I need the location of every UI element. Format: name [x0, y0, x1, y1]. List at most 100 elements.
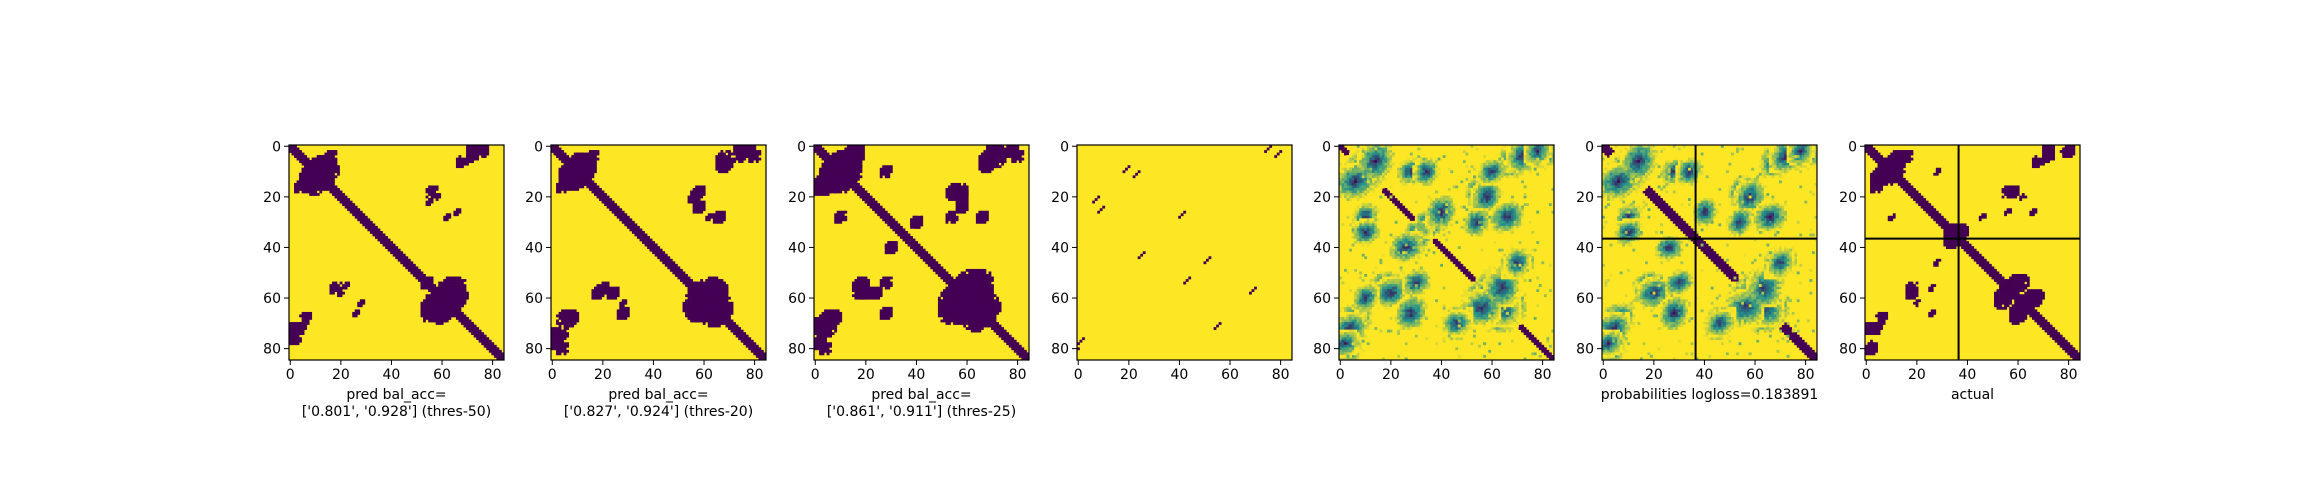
contact-cell [824, 190, 827, 194]
diagonal-cell [372, 223, 376, 227]
contact-cell [723, 157, 726, 161]
contact-cell [690, 311, 693, 315]
contact-cell [715, 314, 719, 318]
contact-cell [296, 185, 300, 189]
contact-cell [581, 152, 585, 156]
contact-cell [857, 284, 860, 287]
contact-cell [463, 289, 467, 293]
contact-cell [697, 198, 701, 201]
contact-cell [728, 314, 731, 318]
diagonal-cell [588, 182, 592, 186]
diagonal-cell [935, 268, 939, 272]
contact-cell [687, 296, 691, 300]
contact-cell [857, 167, 860, 171]
contact-cell [649, 246, 653, 250]
contact-cell [717, 152, 721, 156]
diagonal-cell [488, 349, 492, 353]
contact-cell [717, 162, 721, 166]
contact-cell [291, 342, 295, 346]
contact-cell [428, 279, 431, 282]
contact-cell [950, 182, 954, 186]
contact-cell [697, 301, 701, 305]
diagonal-cell [501, 357, 505, 361]
contact-cell [332, 289, 335, 293]
diagonal-cell [753, 352, 757, 356]
diagonal-cell [892, 225, 896, 229]
contact-cell [710, 319, 714, 323]
diagonal-cell [884, 210, 888, 214]
contact-cell [440, 284, 444, 287]
contact-cell [846, 188, 850, 191]
contact-cell [826, 185, 830, 189]
contact-cell [702, 193, 706, 196]
contact-cell [430, 301, 434, 305]
contact-cell [700, 294, 704, 298]
diagonal-cell [468, 329, 472, 333]
contact-cell [955, 188, 959, 191]
contact-cell [324, 185, 328, 189]
diagonal-cell [912, 246, 916, 250]
contact-cell [578, 167, 582, 171]
contact-cell [953, 195, 956, 199]
contact-cell [576, 317, 580, 320]
diagonal-cell [1021, 352, 1025, 356]
contact-cell [715, 309, 719, 313]
diagonal-cell [1001, 332, 1005, 336]
diagonal-cell [1006, 339, 1010, 343]
diagonal-cell [301, 152, 305, 156]
contact-cell [692, 304, 696, 308]
diagonal-cell [745, 342, 749, 346]
diagonal-cell [993, 329, 997, 333]
contact-cell [692, 289, 696, 293]
contact-cell [576, 167, 580, 171]
contact-cell [329, 162, 333, 166]
contact-cell [720, 210, 724, 214]
diagonal-cell [501, 352, 505, 356]
diagonal-cell [824, 150, 827, 153]
diagonal-cell [894, 231, 898, 234]
contact-cell [697, 311, 701, 315]
diagonal-cell [925, 258, 929, 262]
contact-cell [826, 172, 830, 176]
diagonal-cell [473, 329, 477, 333]
contact-cell [958, 182, 962, 186]
contact-cell [362, 299, 366, 303]
diagonal-cell [687, 281, 691, 285]
contact-cell [841, 188, 845, 191]
axes-frame [550, 144, 767, 361]
diagonal-cell [433, 289, 437, 293]
contact-cell [316, 175, 320, 179]
contact-cell [568, 172, 572, 176]
diagonal-cell [478, 329, 482, 333]
diagonal-cell [481, 332, 485, 336]
contact-cell [448, 311, 452, 315]
contact-cell [829, 162, 833, 166]
contact-cell [692, 296, 696, 300]
contact-cell [831, 180, 835, 184]
contact-cell [728, 152, 731, 156]
diagonal-cell [609, 205, 613, 209]
contact-cell [874, 289, 878, 293]
contact-cell [950, 185, 954, 189]
contact-cell [289, 337, 292, 341]
contact-cell [453, 291, 457, 295]
x-tick-label: 20 [594, 367, 612, 383]
contact-cell [750, 157, 754, 161]
contact-cell [862, 152, 865, 156]
contact-cell [725, 301, 729, 305]
contact-cell [294, 329, 297, 333]
contact-cell [816, 319, 820, 323]
contact-cell [586, 182, 590, 186]
contact-cell [471, 155, 474, 158]
contact-cell [859, 175, 863, 179]
contact-cell [463, 301, 467, 305]
contact-cell [874, 294, 878, 298]
contact-cell [561, 344, 564, 348]
contact-cell [568, 165, 572, 169]
diagonal-cell [859, 193, 863, 196]
diagonal-cell [611, 200, 615, 204]
contact-cell [854, 165, 858, 169]
contact-cell [599, 291, 602, 295]
diagonal-cell [558, 152, 562, 156]
contact-cell [687, 317, 691, 320]
